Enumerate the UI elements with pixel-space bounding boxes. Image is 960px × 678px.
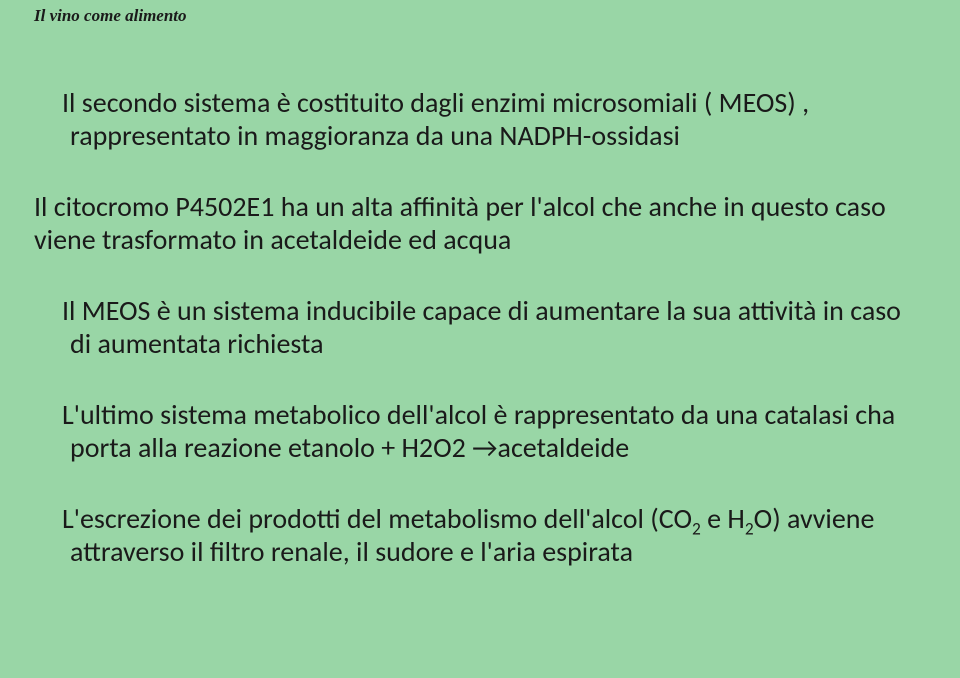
p5-part-a: L'escrezione dei prodotti del metabolism… (62, 501, 692, 536)
p5-part-b: e H (701, 501, 745, 536)
paragraph-1: Il secondo sistema è costituito dagli en… (34, 86, 926, 152)
slide-header: Il vino come alimento (34, 0, 926, 86)
paragraph-2: Il citocromo P4502E1 ha un alta affinità… (34, 190, 926, 256)
slide-content: Il vino come alimento Il secondo sistema… (0, 0, 960, 678)
p5-sub2: 2 (745, 518, 754, 540)
paragraph-5: L'escrezione dei prodotti del metabolism… (34, 502, 926, 568)
paragraph-3: Il MEOS è un sistema inducibile capace d… (34, 294, 926, 360)
p5-sub1: 2 (692, 518, 701, 540)
paragraph-4: L'ultimo sistema metabolico dell'alcol è… (34, 398, 926, 464)
